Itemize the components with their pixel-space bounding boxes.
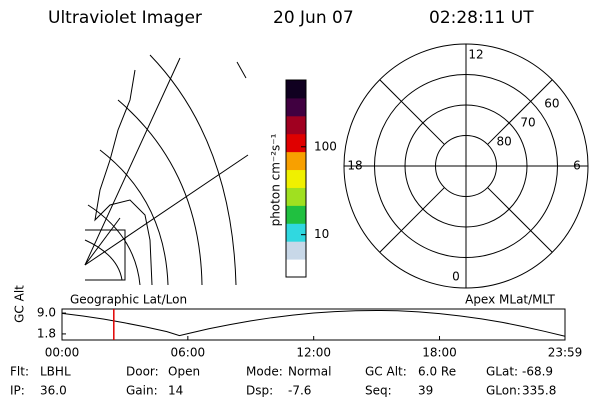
x-tick-label: 06:00 <box>171 346 206 360</box>
field-label: Seq: <box>365 384 392 398</box>
x-tick-label: 00:00 <box>45 346 80 360</box>
colorbar-segment <box>286 151 306 171</box>
polar-mlt-label: 12 <box>468 48 483 62</box>
colorbar-tick-label: 10 <box>314 227 329 241</box>
colorbar-segment <box>286 97 306 117</box>
polar-spoke <box>379 79 445 145</box>
map-arc <box>99 149 169 286</box>
map-arc <box>149 54 237 286</box>
field-value: 36.0 <box>40 384 67 398</box>
coastline <box>236 61 247 79</box>
colorbar-segment <box>286 223 306 242</box>
field-label: IP: <box>10 384 25 398</box>
polar-ring <box>343 43 589 289</box>
field-value: Open <box>168 365 200 379</box>
map-line <box>84 154 249 266</box>
colorbar-segment <box>286 205 306 224</box>
polar-spoke <box>487 79 553 145</box>
field-label: Dsp: <box>246 384 273 398</box>
map-arc <box>84 239 123 281</box>
date: 20 Jun 07 <box>273 8 354 28</box>
field-label: Mode: <box>246 365 283 379</box>
polar-ring-label: 60 <box>544 97 559 111</box>
field-value: -7.6 <box>288 384 311 398</box>
colorbar-segment <box>286 241 306 260</box>
map-grid <box>84 54 249 286</box>
strip-ylabel: GC Alt <box>13 285 27 323</box>
colorbar-tick-label: 100 <box>314 139 337 153</box>
map-title: Geographic Lat/Lon <box>70 293 187 307</box>
polar-ring <box>435 135 497 197</box>
polar-ring <box>404 104 528 228</box>
altitude-line <box>61 309 566 337</box>
y-tick-label: 9.0 <box>37 306 56 320</box>
polar-ring-label: 80 <box>497 135 512 149</box>
map-line <box>84 57 181 266</box>
polar-spoke <box>487 187 553 253</box>
polar-ring-label: 70 <box>520 116 535 130</box>
polar-title: Apex MLat/MLT <box>465 293 555 307</box>
map-arc <box>87 204 141 286</box>
x-tick-label: 18:00 <box>422 346 457 360</box>
time: 02:28:11 UT <box>429 8 534 28</box>
coastline <box>94 69 153 286</box>
strip-frame <box>61 308 566 341</box>
colorbar-segment <box>286 133 306 153</box>
field-label: Flt: <box>10 365 29 379</box>
field-value: 335.8 <box>522 384 556 398</box>
field-value: 14 <box>168 384 183 398</box>
polar-mlt-label: 6 <box>573 159 581 173</box>
colorbar-segment <box>286 115 306 135</box>
field-label: GLat: <box>486 365 518 379</box>
title: Ultraviolet Imager <box>48 8 202 28</box>
y-tick-label: 1.8 <box>37 326 56 340</box>
map-line <box>84 217 121 266</box>
field-value: 39 <box>418 384 433 398</box>
field-value: LBHL <box>40 365 71 379</box>
polar-ring <box>374 74 558 258</box>
colorbar-label: photon cm⁻²s⁻¹ <box>269 133 283 226</box>
x-tick-label: 23:59 <box>548 346 583 360</box>
polar-mlt-label: 18 <box>347 159 362 173</box>
field-value: -68.9 <box>522 365 553 379</box>
field-label: GC Alt: <box>365 365 407 379</box>
field-value: 6.0 Re <box>418 365 456 379</box>
x-tick-label: 12:00 <box>296 346 331 360</box>
map-box <box>85 229 126 281</box>
colorbar-segment <box>286 169 306 188</box>
field-label: Gain: <box>126 384 158 398</box>
colorbar-segment <box>286 187 306 206</box>
field-label: GLon: <box>486 384 521 398</box>
polar-mlt-label: 0 <box>452 270 460 284</box>
colorbar-segment <box>286 259 306 278</box>
field-value: Normal <box>288 365 331 379</box>
colorbar-segment <box>286 80 306 99</box>
polar-spoke <box>379 187 445 253</box>
colorbar-frame <box>285 79 307 278</box>
map-arc <box>117 99 203 286</box>
field-label: Door: <box>126 365 159 379</box>
